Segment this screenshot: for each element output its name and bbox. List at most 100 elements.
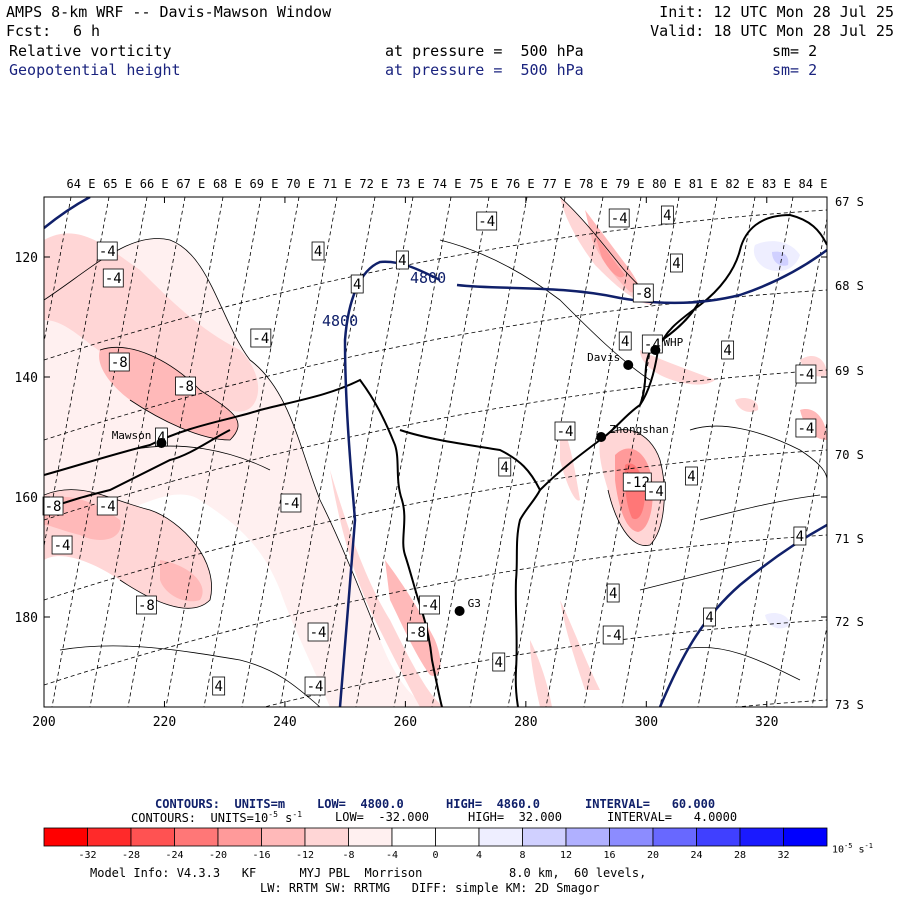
vorticity-label: 4 [703, 607, 716, 627]
colorbar-swatch [783, 827, 828, 847]
colorbar-label: 8 [519, 850, 525, 861]
vorticity-label-box [350, 274, 364, 294]
vorticity-label: 4 [793, 526, 807, 546]
vorticity-label: -8 [407, 622, 428, 642]
vorticity-label-text: -8 [111, 355, 128, 371]
vorticity-contours [44, 197, 827, 707]
vorticity-label: -4 [644, 481, 666, 501]
colorbar-swatch [261, 827, 306, 847]
station-marker [454, 606, 465, 616]
vorticity-label-box [42, 496, 64, 516]
station-marker [623, 360, 634, 370]
vorticity-label: 4 [721, 340, 735, 360]
vorticity-label-text: 4 [214, 679, 222, 695]
colorbar-swatch [696, 827, 741, 847]
vorticity-label-box [498, 457, 512, 477]
vorticity-label-text: 4 [663, 208, 671, 224]
colorbar-label: 16 [603, 850, 615, 861]
vorticity-label-box [685, 466, 698, 486]
vorticity-label-text: -4 [307, 679, 324, 695]
longitude-label: 70 E [286, 177, 315, 191]
vorticity-label: -4 [419, 595, 440, 615]
vorticity-label-box [608, 208, 630, 228]
longitude-label: 73 E [396, 177, 425, 191]
y-tick-label: 160 [15, 491, 38, 506]
vorticity-label-box [250, 328, 272, 348]
longitude-label: 81 E [689, 177, 718, 191]
vorticity-label-box [311, 241, 325, 261]
vorticity-label-text: 4 [621, 334, 629, 350]
vorticity-label: -8 [632, 283, 654, 303]
model-info-physics: LW: RRTM SW: RRTMG DIFF: simple KM: 2D S… [260, 881, 600, 895]
meridian-line [431, 197, 528, 707]
vorticity-label: -12 [622, 472, 652, 492]
vorticity-label: -8 [108, 352, 130, 372]
station-label: Mawson [112, 429, 152, 442]
latitude-label: 72 S [835, 615, 864, 629]
vorticity-label-box [280, 493, 302, 513]
colorbar-label: 28 [734, 850, 746, 861]
colorbar-label: 24 [690, 850, 702, 861]
y-tick-label: 180 [15, 611, 38, 626]
vorticity-label-text: -8 [138, 598, 155, 614]
y-axis: 120 140 160 180 [15, 251, 827, 626]
height-contour-interval: INTERVAL= 60.000 [585, 797, 716, 811]
x-tick-label: 280 [514, 715, 537, 730]
vort-contour-high: HIGH= 32.000 [468, 810, 562, 824]
vorticity-label: 4 [395, 250, 409, 270]
vorticity-label: 4 [350, 274, 364, 294]
vorticity-label-box [407, 622, 428, 642]
station-label: G3 [468, 597, 481, 610]
colorbar-swatch [391, 827, 436, 847]
meridian-line [659, 197, 756, 707]
vorticity-label-text: 4 [672, 256, 680, 272]
meridian-line [127, 197, 224, 707]
vorticity-label-text: 4 [705, 610, 713, 626]
longitude-labels: 64 E 65 E 66 E 67 E 68 E 69 E 70 E 71 E 72 E 73 E… [67, 177, 828, 191]
vorticity-label-box [795, 364, 817, 384]
station-marker [156, 438, 167, 448]
vorticity-label: -4 [795, 364, 817, 384]
height-contour-low: LOW= 4800.0 [317, 797, 404, 811]
vorticity-label-box [660, 205, 674, 225]
vorticity-label-text: -8 [177, 379, 194, 395]
longitude-label: 82 E [725, 177, 754, 191]
vort-contour-low: LOW= -32.000 [335, 810, 429, 824]
longitude-label: 80 E [652, 177, 681, 191]
field1-level: at pressure = 500 hPa [385, 42, 584, 60]
colorbar-swatch [652, 827, 697, 847]
vorticity-label-text: -4 [99, 244, 116, 260]
vorticity-label-box [212, 676, 226, 696]
vorticity-label-text: 4 [495, 655, 503, 671]
latitude-labels: 67 S 68 S 69 S 70 S 71 S 72 S 73 S [835, 195, 864, 712]
colorbar-swatch [522, 827, 567, 847]
meridian-line [583, 197, 680, 707]
vorticity-label-box [96, 241, 118, 261]
longitude-label: 66 E [140, 177, 169, 191]
colorbar-swatch [304, 827, 349, 847]
vorticity-label-box [703, 607, 716, 627]
vort-contour-interval: INTERVAL= 4.0000 [607, 810, 738, 824]
vorticity-label: -8 [175, 376, 196, 396]
graticule [44, 197, 827, 707]
colorbar-swatch [609, 827, 654, 847]
vorticity-label-box [795, 418, 817, 438]
x-tick-label: 240 [273, 715, 296, 730]
valid-time: Valid: 18 UTC Mon 28 Jul 25 [650, 22, 894, 40]
vorticity-label-box [793, 526, 807, 546]
init-time: Init: 12 UTC Mon 28 Jul 25 [659, 3, 894, 21]
latitude-label: 67 S [835, 195, 864, 209]
colorbar-label: -28 [122, 850, 140, 861]
longitude-label: 69 E [250, 177, 279, 191]
colorbar-swatch [87, 827, 132, 847]
vorticity-label-box [304, 676, 326, 696]
vorticity-label-text: -4 [99, 499, 116, 515]
colorbar-swatch [348, 827, 393, 847]
colorbar: -32 -28 -24 -20 -16 -12 -8 -4 0 4 8 12 16 20 24 28 32 [43, 827, 828, 861]
station-label: WHP [663, 336, 683, 349]
plot-title: AMPS 8-km WRF -- Davis-Mawson Window [6, 3, 332, 21]
vorticity-label-box [554, 421, 576, 441]
parallel-line [44, 449, 827, 601]
x-tick-label: 260 [394, 715, 417, 730]
